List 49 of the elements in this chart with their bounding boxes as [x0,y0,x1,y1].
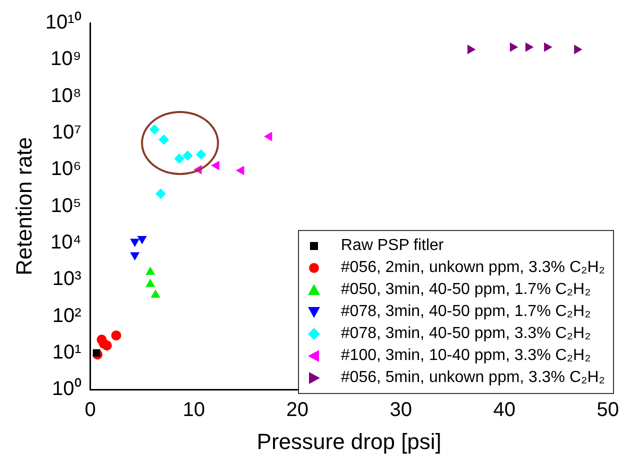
point [196,149,206,160]
point [146,279,155,287]
point [574,45,582,54]
legend-label: #100, 3min, 10-40 ppm, 3.3% C₂H₂ [340,346,591,366]
y-tick-label: 10⁶ [50,158,82,180]
point [212,161,220,170]
legend-label: #056, 2min, unkown ppm, 3.3% C₂H₂ [340,258,605,278]
y-tick-label: 10² [52,304,82,327]
point [146,267,155,275]
point [130,252,140,260]
point [525,42,534,52]
point [467,45,476,54]
point [156,188,166,199]
x-tick-label: 10 [182,399,205,422]
legend-label: #078, 3min, 40-50 ppm, 1.7% C₂H₂ [340,302,591,322]
point [130,238,140,246]
point [544,42,552,52]
point [92,349,100,357]
y-axis-title: Retention rate [11,137,36,276]
point [264,132,272,141]
x-tick-label: 40 [493,399,516,422]
x-tick-label: 0 [84,399,96,422]
y-tick-label: 10⁴ [50,231,82,254]
y-tick-label: 10⁰ [52,377,82,400]
x-tick-label: 50 [596,399,619,422]
point [111,330,122,340]
point [151,290,160,298]
y-tick-label: 10¹⁰ [45,10,82,34]
x-tick-label: 20 [286,399,308,422]
point [182,150,193,161]
point [174,154,184,164]
legend-label: #056, 5min, unkown ppm, 3.3% C₂H₂ [340,368,605,388]
legend-label: #050, 3min, 40-50 ppm, 1.7% C₂H₂ [340,280,591,300]
legend-label: #078, 3min, 40-50 ppm, 3.3% C₂H₂ [340,324,591,344]
point [510,42,518,52]
y-tick-label: 10⁸ [50,84,82,107]
point [138,236,146,244]
point [236,166,244,175]
legend-label: Raw PSP fitler [340,236,444,256]
point [102,340,112,350]
x-axis-title: Pressure drop [psi] [256,428,442,454]
y-tick-label: 10⁹ [50,48,82,70]
x-tick-label: 30 [390,399,412,422]
y-tick-label: 10¹ [52,341,82,364]
y-tick-label: 10⁵ [50,194,82,217]
point [158,134,169,145]
point [149,124,160,134]
y-tick-label: 10⁷ [52,121,82,144]
y-tick-label: 10³ [52,268,82,290]
